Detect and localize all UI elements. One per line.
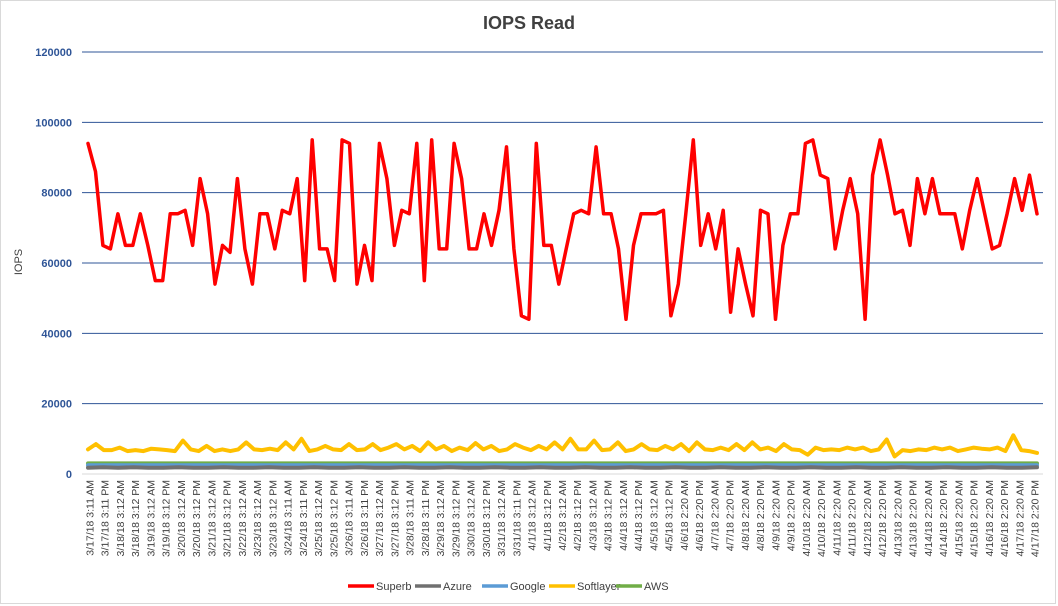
x-tick-label: 3/23/18 3:12 PM — [267, 480, 279, 557]
x-tick-label: 4/13/18 2:20 PM — [908, 480, 920, 557]
x-tick-label: 3/26/18 3:11 PM — [359, 480, 371, 556]
x-tick-label: 4/7/18 2:20 AM — [709, 480, 721, 551]
x-tick-label: 4/2/18 3:12 PM — [572, 480, 584, 551]
x-tick-label: 3/17/18 3:11 PM — [100, 480, 112, 556]
y-tick-label: 100000 — [35, 117, 72, 129]
x-tick-label: 4/16/18 2:20 AM — [984, 480, 996, 556]
chart-title: IOPS Read — [483, 13, 575, 33]
x-tick-label: 4/1/18 3:12 PM — [542, 480, 554, 551]
x-tick-label: 4/14/18 2:20 PM — [938, 480, 950, 557]
y-tick-label: 60000 — [41, 258, 72, 270]
legend-label-softlayer: Softlayer — [577, 581, 621, 593]
x-tick-label: 4/5/18 3:12 AM — [649, 480, 661, 551]
x-tick-label: 3/24/18 3:11 PM — [298, 480, 310, 556]
x-tick-label: 4/6/18 2:20 AM — [679, 480, 691, 551]
x-tick-label: 3/28/18 3:11 PM — [420, 480, 432, 556]
series-line-softlayer — [86, 433, 1039, 459]
x-tick-label: 4/17/18 2:20 PM — [1030, 480, 1042, 557]
grid-lines — [82, 51, 1043, 405]
x-tick-label: 3/17/18 3:11 AM — [85, 480, 97, 556]
x-tick-label: 3/18/18 3:12 PM — [130, 480, 142, 557]
x-tick-label: 3/19/18 3:12 AM — [146, 480, 158, 556]
x-tick-label: 3/28/18 3:11 AM — [405, 480, 417, 556]
x-tick-label: 4/9/18 2:20 PM — [786, 480, 798, 551]
x-tick-label: 4/5/18 3:12 PM — [664, 480, 676, 551]
y-axis-label: IOPS — [13, 249, 25, 275]
x-tick-label: 3/21/18 3:12 PM — [222, 480, 234, 557]
x-tick-label: 4/3/18 3:12 AM — [588, 480, 600, 551]
x-tick-label: 4/16/18 2:20 PM — [999, 480, 1011, 557]
x-tick-label: 4/9/18 2:20 AM — [770, 480, 782, 551]
x-tick-labels: 3/17/18 3:11 AM 3/17/18 3:11 PM 3/18/18 3:… — [85, 480, 1042, 557]
legend: Superb Azure Google Softlayer AWS — [348, 581, 669, 593]
x-tick-label: 3/20/18 3:12 AM — [176, 480, 188, 556]
x-tick-label: 3/22/18 3:12 AM — [237, 480, 249, 556]
x-tick-label: 3/18/18 3:12 AM — [115, 480, 127, 556]
x-tick-label: 4/12/18 2:20 PM — [877, 480, 889, 557]
x-tick-label: 4/3/18 3:12 PM — [603, 480, 615, 551]
x-tick-label: 4/7/18 2:20 PM — [725, 480, 737, 551]
x-tick-label: 4/15/18 2:20 AM — [953, 480, 965, 556]
x-tick-label: 4/13/18 2:20 AM — [892, 480, 904, 556]
x-tick-label: 3/19/18 3:12 PM — [161, 480, 173, 557]
x-tick-label: 3/26/18 3:11 AM — [344, 480, 356, 556]
y-tick-label: 0 — [66, 469, 72, 481]
legend-label-aws: AWS — [644, 581, 669, 593]
x-tick-label: 4/17/18 2:20 AM — [1014, 480, 1026, 556]
x-tick-label: 3/27/18 3:12 AM — [374, 480, 386, 556]
x-tick-label: 3/29/18 3:12 PM — [450, 480, 462, 557]
x-tick-label: 3/31/18 3:12 AM — [496, 480, 508, 556]
x-tick-label: 4/4/18 3:12 AM — [618, 480, 630, 551]
x-tick-label: 4/14/18 2:20 AM — [923, 480, 935, 556]
x-tick-label: 4/11/18 2:20 AM — [831, 480, 843, 556]
x-tick-label: 4/11/18 2:20 PM — [847, 480, 859, 556]
x-tick-label: 4/10/18 2:20 AM — [801, 480, 813, 556]
y-tick-labels: 0 20000 40000 60000 80000 100000 120000 — [35, 47, 72, 481]
series-line-superb — [86, 138, 1039, 322]
x-tick-label: 3/29/18 3:12 AM — [435, 480, 447, 556]
x-tick-label: 3/27/18 3:12 PM — [389, 480, 401, 557]
x-tick-label: 4/4/18 3:12 PM — [633, 480, 645, 551]
series-lines — [86, 138, 1039, 470]
x-tick-label: 4/6/18 2:20 PM — [694, 480, 706, 551]
x-tick-label: 3/25/18 3:12 AM — [313, 480, 325, 556]
x-tick-label: 4/10/18 2:20 PM — [816, 480, 828, 557]
y-tick-label: 120000 — [35, 47, 72, 59]
x-tick-label: 4/8/18 2:20 AM — [740, 480, 752, 551]
y-tick-label: 80000 — [41, 188, 72, 200]
x-tick-label: 3/31/18 3:11 PM — [511, 480, 523, 556]
x-tick-label: 3/20/18 3:12 PM — [191, 480, 203, 557]
x-tick-label: 4/2/18 3:12 AM — [557, 480, 569, 551]
x-tick-label: 3/25/18 3:12 PM — [328, 480, 340, 557]
x-tick-label: 4/15/18 2:20 PM — [969, 480, 981, 557]
x-tick-label: 3/23/18 3:12 AM — [252, 480, 264, 556]
x-tick-label: 3/24/18 3:11 AM — [283, 480, 295, 556]
legend-label-superb: Superb — [376, 581, 411, 593]
y-tick-label: 40000 — [41, 328, 72, 340]
x-tick-label: 3/21/18 3:12 AM — [206, 480, 218, 556]
legend-label-google: Google — [510, 581, 545, 593]
x-tick-label: 3/30/18 3:12 AM — [466, 480, 478, 556]
x-tick-label: 3/30/18 3:12 PM — [481, 480, 493, 557]
x-tick-label: 4/12/18 2:20 AM — [862, 480, 874, 556]
legend-label-azure: Azure — [443, 581, 472, 593]
y-tick-label: 20000 — [41, 399, 72, 411]
x-tick-label: 4/1/18 3:12 AM — [527, 480, 539, 551]
x-tick-label: 4/8/18 2:20 PM — [755, 480, 767, 551]
